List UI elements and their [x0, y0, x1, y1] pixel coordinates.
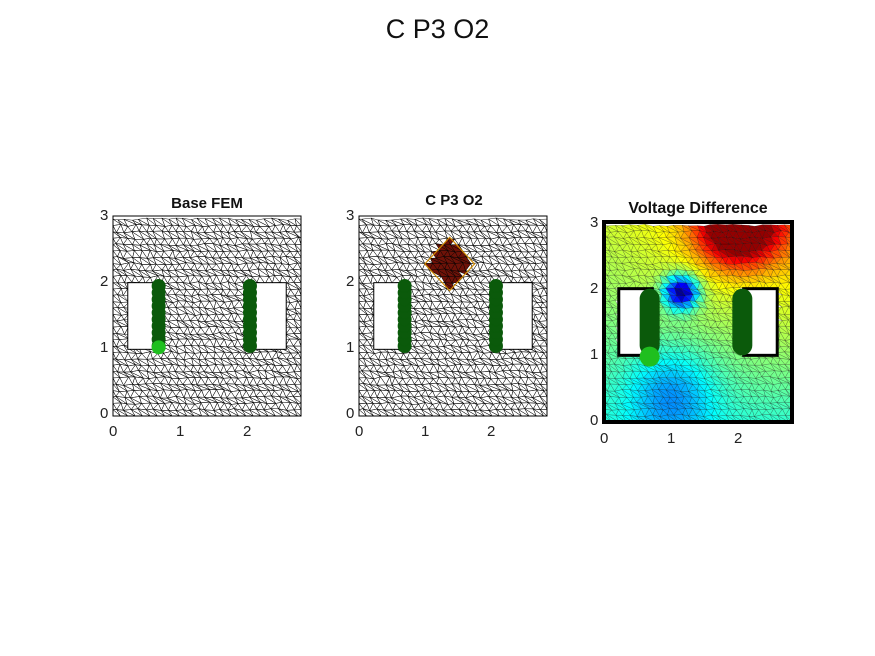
x-tick-1: 1	[176, 423, 185, 440]
y-tick-2: 2	[346, 273, 355, 290]
figure-title: C P3 O2	[385, 14, 490, 44]
fem-mesh	[358, 217, 548, 417]
electrode-cutout	[252, 282, 287, 350]
panel-title-c-p3-o2: C P3 O2	[425, 192, 483, 209]
axes-box	[602, 220, 794, 424]
y-tick-2: 2	[590, 280, 599, 297]
inclusion-outline	[423, 236, 476, 292]
y-tick-1: 1	[590, 346, 599, 363]
electrode-right	[732, 288, 753, 356]
y-tick-0: 0	[346, 405, 355, 422]
voltage-difference-colormap-plot	[602, 220, 794, 424]
y-tick-3: 3	[590, 214, 599, 231]
y-tick-3: 3	[100, 207, 109, 224]
y-tick-0: 0	[590, 412, 599, 429]
x-tick-0: 0	[355, 423, 364, 440]
axes-box	[358, 215, 548, 417]
y-tick-3: 3	[346, 207, 355, 224]
electrode-right	[242, 279, 257, 353]
electrode-left	[151, 279, 166, 355]
electrode-left	[639, 288, 660, 367]
x-tick-1: 1	[421, 423, 430, 440]
x-tick-2: 2	[243, 423, 252, 440]
x-tick-2: 2	[734, 430, 743, 447]
panel-title-base-fem: Base FEM	[171, 195, 243, 212]
electrode-left	[397, 279, 412, 353]
x-tick-0: 0	[600, 430, 609, 447]
x-tick-1: 1	[667, 430, 676, 447]
y-tick-0: 0	[100, 405, 109, 422]
axes-box	[112, 215, 302, 417]
y-tick-1: 1	[100, 339, 109, 356]
electrode-cutout	[498, 282, 533, 350]
x-tick-2: 2	[487, 423, 496, 440]
fem-mesh	[112, 217, 302, 417]
panel-title-voltage-difference: Voltage Difference	[628, 200, 768, 217]
y-tick-2: 2	[100, 273, 109, 290]
c-p3-o2-mesh-plot	[358, 215, 548, 417]
y-tick-1: 1	[346, 339, 355, 356]
base-fem-mesh-plot	[112, 215, 302, 417]
x-tick-0: 0	[109, 423, 118, 440]
electrode-right	[488, 279, 503, 353]
